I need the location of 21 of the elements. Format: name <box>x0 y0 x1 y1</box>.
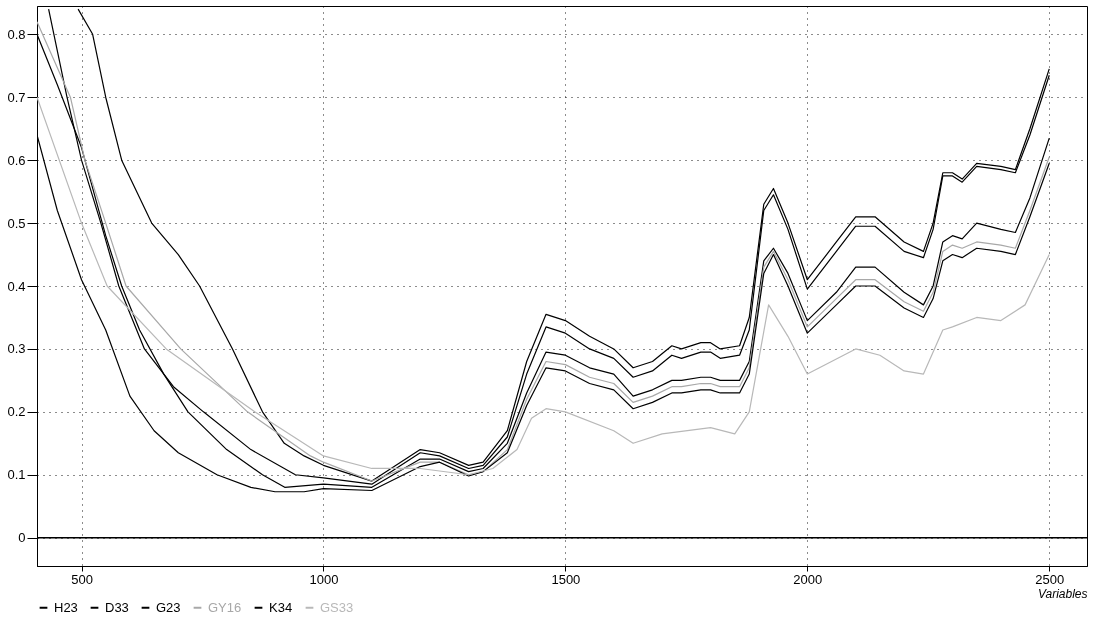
y-tick-label: 0.7 <box>7 89 26 105</box>
legend-label: D33 <box>105 599 129 615</box>
legend-label: H23 <box>54 599 78 615</box>
x-tick-label: 1500 <box>551 571 581 587</box>
y-tick-label: 0 <box>18 530 26 546</box>
x-axis-title: Variables <box>1037 586 1088 601</box>
legend-label: G23 <box>156 599 181 615</box>
legend-label: GS33 <box>320 599 354 615</box>
x-tick-label: 1000 <box>309 571 339 587</box>
y-tick-label: 0.8 <box>7 26 26 42</box>
y-tick-label: 0.6 <box>7 152 26 168</box>
x-tick-label: 2500 <box>1035 571 1065 587</box>
y-tick-label: 0.1 <box>7 467 26 483</box>
y-tick-label: 0.5 <box>7 215 26 231</box>
y-tick-label: 0.3 <box>7 341 26 357</box>
y-tick-label: 0.2 <box>7 404 26 420</box>
legend-label: GY16 <box>208 599 242 615</box>
x-tick-label: 2000 <box>793 571 823 587</box>
legend-label: K34 <box>269 599 293 615</box>
y-tick-label: 0.4 <box>7 278 26 294</box>
x-tick-label: 500 <box>71 571 93 587</box>
